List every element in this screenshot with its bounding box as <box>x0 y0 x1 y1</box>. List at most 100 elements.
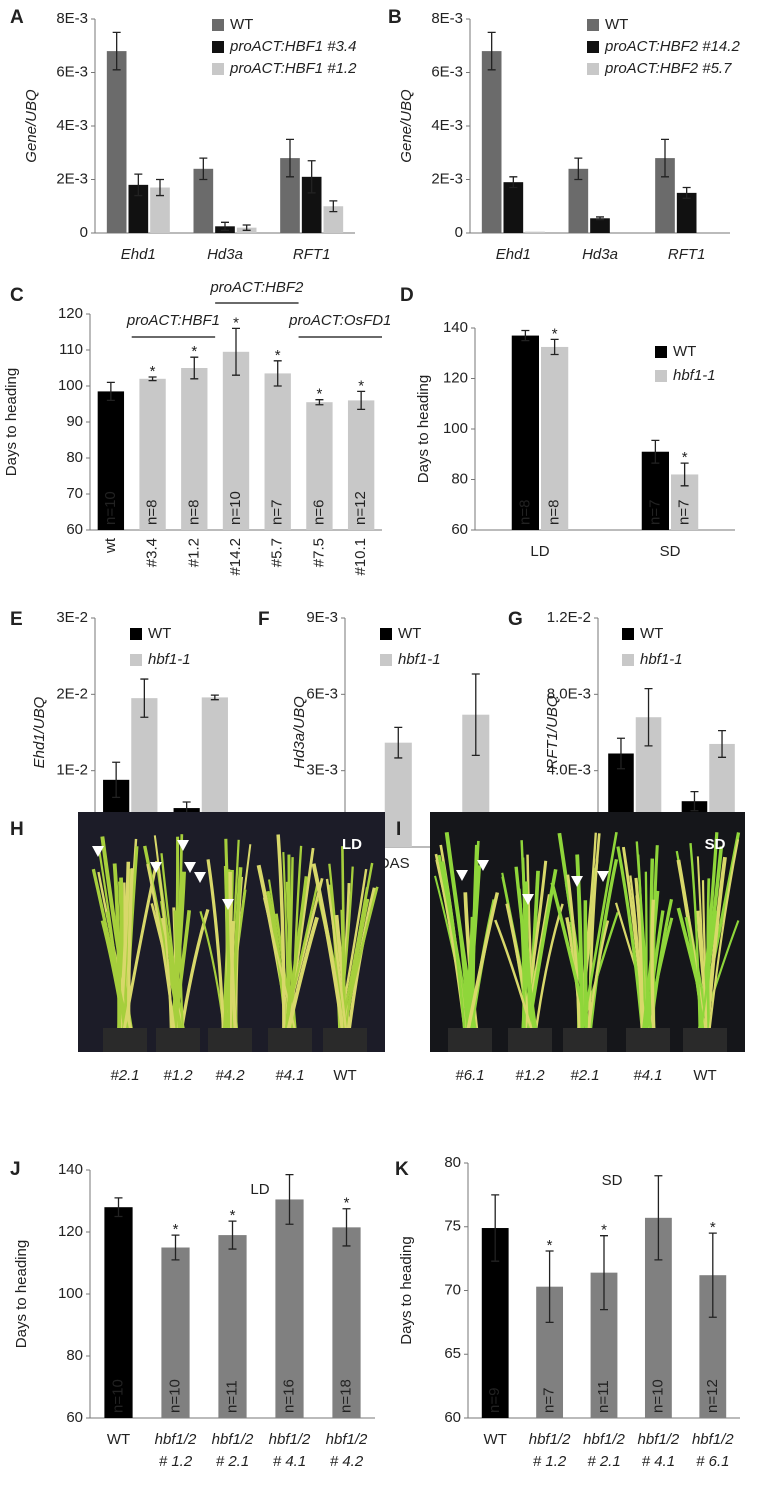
leaf <box>179 908 210 1031</box>
y-tick-label: 60 <box>66 1409 83 1426</box>
error-bar <box>550 338 559 356</box>
legend-swatch <box>130 628 142 640</box>
y-tick-label: 80 <box>66 1347 83 1364</box>
bar <box>301 176 322 233</box>
photo-label: WT <box>333 1067 356 1084</box>
bar-label: n=7 <box>541 1388 558 1413</box>
x-tick-label: #7.5 <box>310 538 327 567</box>
bar <box>568 168 589 233</box>
panel-letter: G <box>508 609 523 630</box>
panel-letter: H <box>10 819 24 840</box>
bar <box>503 182 524 233</box>
x-tick-label: WT <box>484 1431 507 1448</box>
bar <box>541 346 569 530</box>
legend-swatch <box>655 370 667 382</box>
y-tick-label: 3E-2 <box>56 609 88 626</box>
y-tick-label: 4E-3 <box>56 117 88 134</box>
bar <box>306 402 333 530</box>
legend-label: WT <box>398 625 421 642</box>
error-bar <box>342 1208 351 1247</box>
leaf <box>228 871 238 1031</box>
x-tick-label: # 1.2 <box>159 1453 193 1470</box>
error-bar <box>357 390 366 411</box>
error-bar <box>545 1250 554 1324</box>
bar-label: n=18 <box>337 1379 354 1413</box>
y-tick-label: 100 <box>443 420 468 437</box>
y-tick-label: 9E-3 <box>306 609 338 626</box>
leaf <box>455 905 471 1031</box>
y-tick-label: 140 <box>443 319 468 336</box>
error-bar <box>680 462 689 487</box>
y-tick-label: 120 <box>58 1223 83 1240</box>
error-bar <box>521 329 530 342</box>
x-tick-label: RFT1 <box>668 246 706 263</box>
arrowhead <box>177 840 189 851</box>
x-tick-label: # 2.1 <box>216 1453 249 1470</box>
legend-label: proACT:HBF2 #14.2 <box>604 38 740 55</box>
bar-label: n=12 <box>704 1379 721 1413</box>
leaf <box>699 832 719 1031</box>
arrowhead <box>522 894 534 905</box>
leaf <box>708 839 740 1031</box>
x-tick-label: hbf1/2 <box>638 1431 680 1448</box>
arrowhead <box>456 870 468 881</box>
leaf <box>587 858 599 1031</box>
legend-label: proACT:HBF1 #1.2 <box>229 60 357 77</box>
error-bar <box>134 173 143 197</box>
panel-letter: A <box>10 7 24 28</box>
x-tick-label: wt <box>102 537 119 554</box>
bar <box>193 168 214 233</box>
error-bar <box>471 673 480 757</box>
leaf <box>575 854 585 1031</box>
panel-letter: E <box>10 609 23 630</box>
error-bar <box>491 1194 500 1262</box>
error-bar <box>600 1235 608 1311</box>
y-axis-label: Gene/UBQ <box>23 89 40 163</box>
y-tick-label: 80 <box>451 470 468 487</box>
leaf <box>587 920 610 1031</box>
photo-label: #1.2 <box>515 1067 545 1084</box>
error-bar <box>148 376 157 382</box>
x-tick-label: WT <box>107 1431 130 1448</box>
leaf <box>276 834 286 1031</box>
y-tick-label: 75 <box>444 1218 461 1235</box>
legend-label: hbf1-1 <box>398 651 441 668</box>
error-bar <box>487 31 496 71</box>
pot <box>156 1028 200 1052</box>
photo-corner-label: SD <box>705 836 726 853</box>
bar <box>676 192 697 233</box>
leaf <box>341 846 347 1031</box>
photo-label: #4.1 <box>633 1067 662 1084</box>
bar-label: n=7 <box>269 500 286 525</box>
x-tick-label: RFT1 <box>293 246 331 263</box>
y-axis-label: Gene/UBQ <box>398 89 415 163</box>
y-tick-label: 140 <box>58 1161 83 1178</box>
bar <box>347 400 375 530</box>
y-tick-label: 2E-3 <box>431 170 463 187</box>
arrowhead <box>477 860 489 871</box>
error-bar <box>315 399 324 406</box>
leaf <box>462 916 474 1031</box>
bar <box>323 206 344 233</box>
x-tick-label: # 4.2 <box>330 1453 364 1470</box>
panel-letter: J <box>10 1159 21 1180</box>
y-tick-label: 70 <box>444 1281 461 1298</box>
error-bar <box>651 439 660 464</box>
error-bar <box>654 1175 663 1261</box>
y-tick-label: 3E-3 <box>306 762 338 779</box>
bar <box>511 335 539 530</box>
error-bar <box>286 138 294 178</box>
leaf <box>311 863 345 1031</box>
error-bar <box>228 1220 237 1250</box>
pot <box>626 1028 670 1052</box>
legend-swatch <box>622 628 634 640</box>
bar <box>525 231 545 233</box>
panel-letter: D <box>400 285 414 306</box>
y-axis-label: Days to heading <box>13 1240 30 1348</box>
y-tick-label: 8E-3 <box>56 10 88 27</box>
legend-label: WT <box>605 16 628 33</box>
leaf <box>644 910 665 1031</box>
y-tick-label: 8.0E-3 <box>547 685 591 702</box>
leaf <box>325 878 348 1031</box>
error-bar <box>171 1234 180 1261</box>
